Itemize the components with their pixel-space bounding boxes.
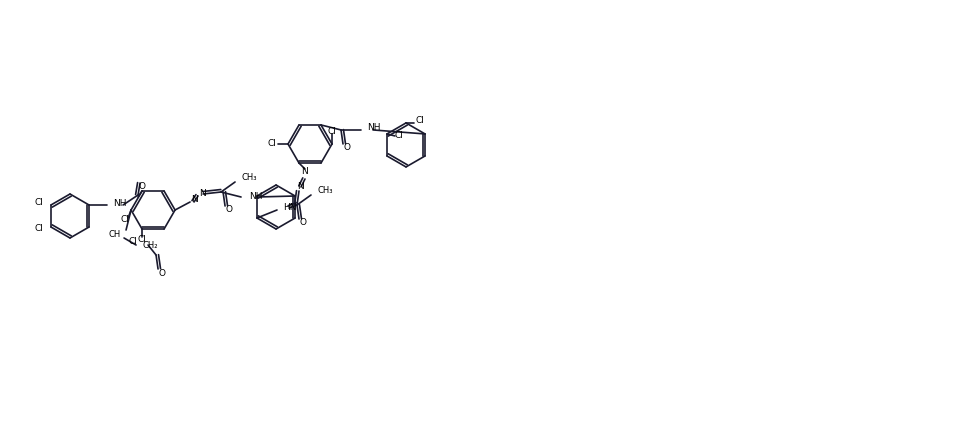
Text: Cl: Cl xyxy=(416,116,425,126)
Text: CH: CH xyxy=(108,231,121,239)
Text: Cl: Cl xyxy=(35,225,43,234)
Text: Cl: Cl xyxy=(328,127,337,136)
Text: N: N xyxy=(199,190,205,198)
Text: HN: HN xyxy=(283,204,296,212)
Text: N: N xyxy=(191,195,198,204)
Text: Cl: Cl xyxy=(268,140,276,149)
Text: CH₃: CH₃ xyxy=(241,174,257,183)
Text: N: N xyxy=(302,167,309,176)
Text: O: O xyxy=(138,183,146,191)
Text: Cl: Cl xyxy=(137,235,147,244)
Text: O: O xyxy=(158,269,166,277)
Text: Cl: Cl xyxy=(129,238,137,246)
Text: Cl: Cl xyxy=(35,198,43,208)
Text: O: O xyxy=(299,218,307,228)
Text: Cl: Cl xyxy=(395,131,404,140)
Text: O: O xyxy=(225,205,232,215)
Text: NH: NH xyxy=(367,123,381,133)
Text: Cl: Cl xyxy=(121,215,129,225)
Text: NH: NH xyxy=(113,200,127,208)
Text: N: N xyxy=(297,183,304,191)
Text: CH₂: CH₂ xyxy=(142,241,157,249)
Text: NH: NH xyxy=(249,193,263,201)
Text: O: O xyxy=(343,143,350,153)
Text: CH₃: CH₃ xyxy=(317,187,333,195)
